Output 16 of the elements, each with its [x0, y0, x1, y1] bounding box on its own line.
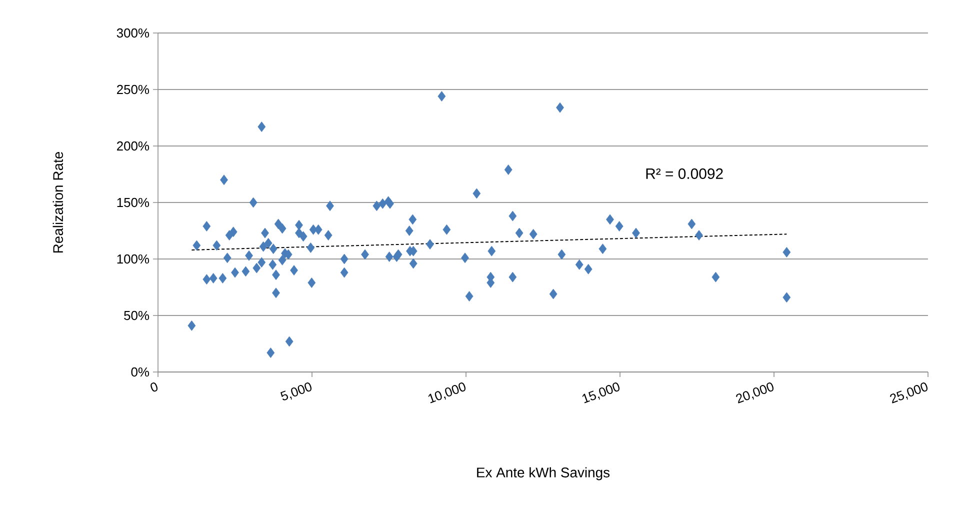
y-tick-label: 300%: [116, 28, 150, 38]
x-tick-label: 10,000: [428, 382, 466, 404]
annotation: R² = 0.0092: [646, 168, 723, 179]
y-axis-title: Realization Rate: [52, 152, 64, 253]
x-tick-label: 20,000: [736, 382, 774, 404]
y-tick-label: 100%: [117, 254, 150, 264]
y-tick-label: 250%: [117, 84, 150, 94]
x-tick-label: 15,000: [582, 382, 620, 404]
y-tick-label: 50%: [124, 310, 150, 320]
y-tick-label: 150%: [117, 198, 150, 208]
y-tick-label: 200%: [117, 141, 150, 151]
x-tick-label: 0: [150, 382, 158, 392]
x-tick-label: 5,000: [280, 382, 312, 400]
y-tick-label: 0%: [131, 367, 150, 377]
x-tick-label: 25,000: [890, 382, 928, 404]
x-axis-title: Ex Ante kWh Savings: [477, 467, 610, 480]
